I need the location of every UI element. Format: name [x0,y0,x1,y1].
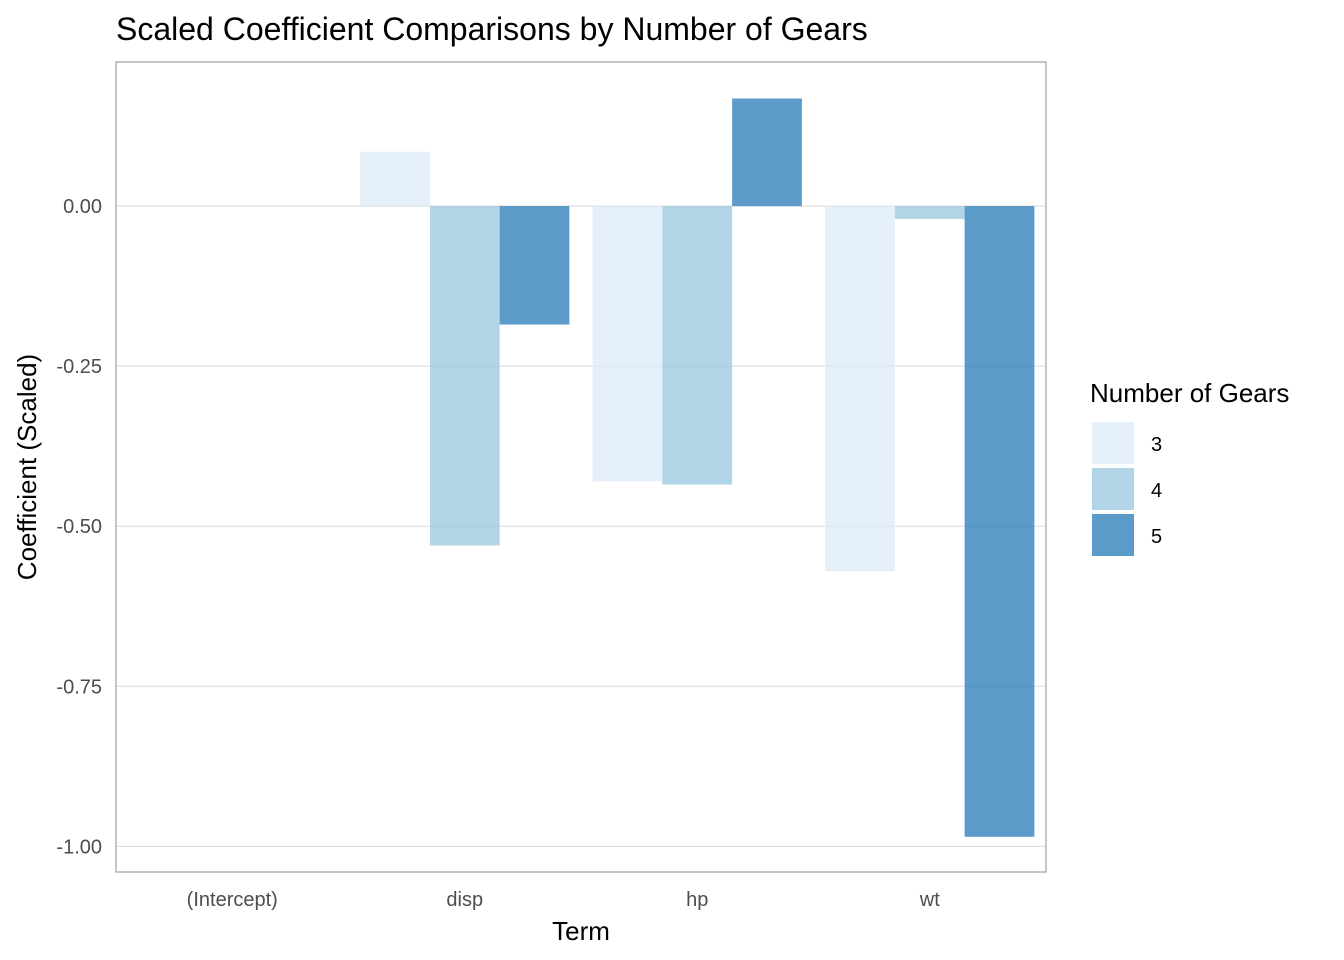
y-tick-label: -0.25 [56,356,102,378]
gridlines [116,205,1046,847]
y-tick-label: 0.00 [63,196,102,218]
y-axis-ticks: 0.00 -0.25 -0.50 -0.75 -1.00 [56,196,102,858]
bar-hp-gear-4 [662,206,733,485]
legend-key-5 [1092,514,1134,556]
legend-key-4 [1092,468,1134,510]
bar-wt-gear-3 [825,206,895,572]
plot-panel-border [115,61,1047,873]
bars [360,98,1035,837]
legend-label: 5 [1151,526,1162,548]
chart-title: Scaled Coefficient Comparisons by Number… [116,11,868,47]
y-axis-title: Coefficient (Scaled) [12,354,42,580]
x-tick-label: disp [446,889,483,911]
y-tick-label: -1.00 [56,836,102,858]
bar-wt-gear-5 [964,206,1035,837]
legend-label: 3 [1151,434,1162,456]
legend-items: 3 4 5 [1092,422,1162,556]
legend-label: 4 [1151,480,1162,502]
x-tick-label: (Intercept) [187,889,278,911]
y-tick-label: -0.75 [56,676,102,698]
legend-key-3 [1092,422,1134,464]
bar-wt-gear-4 [894,206,965,219]
bar-hp-gear-3 [592,206,663,482]
x-axis-ticks: (Intercept) disp hp wt [187,889,941,911]
bar-disp-gear-4 [429,206,500,546]
bar-disp-gear-5 [499,206,570,325]
x-tick-label: wt [919,889,940,911]
bar-disp-gear-3 [360,151,430,207]
x-axis-title: Term [552,916,610,946]
x-tick-label: hp [686,889,708,911]
bar-hp-gear-5 [732,98,802,207]
y-tick-label: -0.50 [56,516,102,538]
legend: Number of Gears 3 4 5 [1090,378,1289,556]
legend-title: Number of Gears [1090,378,1289,408]
